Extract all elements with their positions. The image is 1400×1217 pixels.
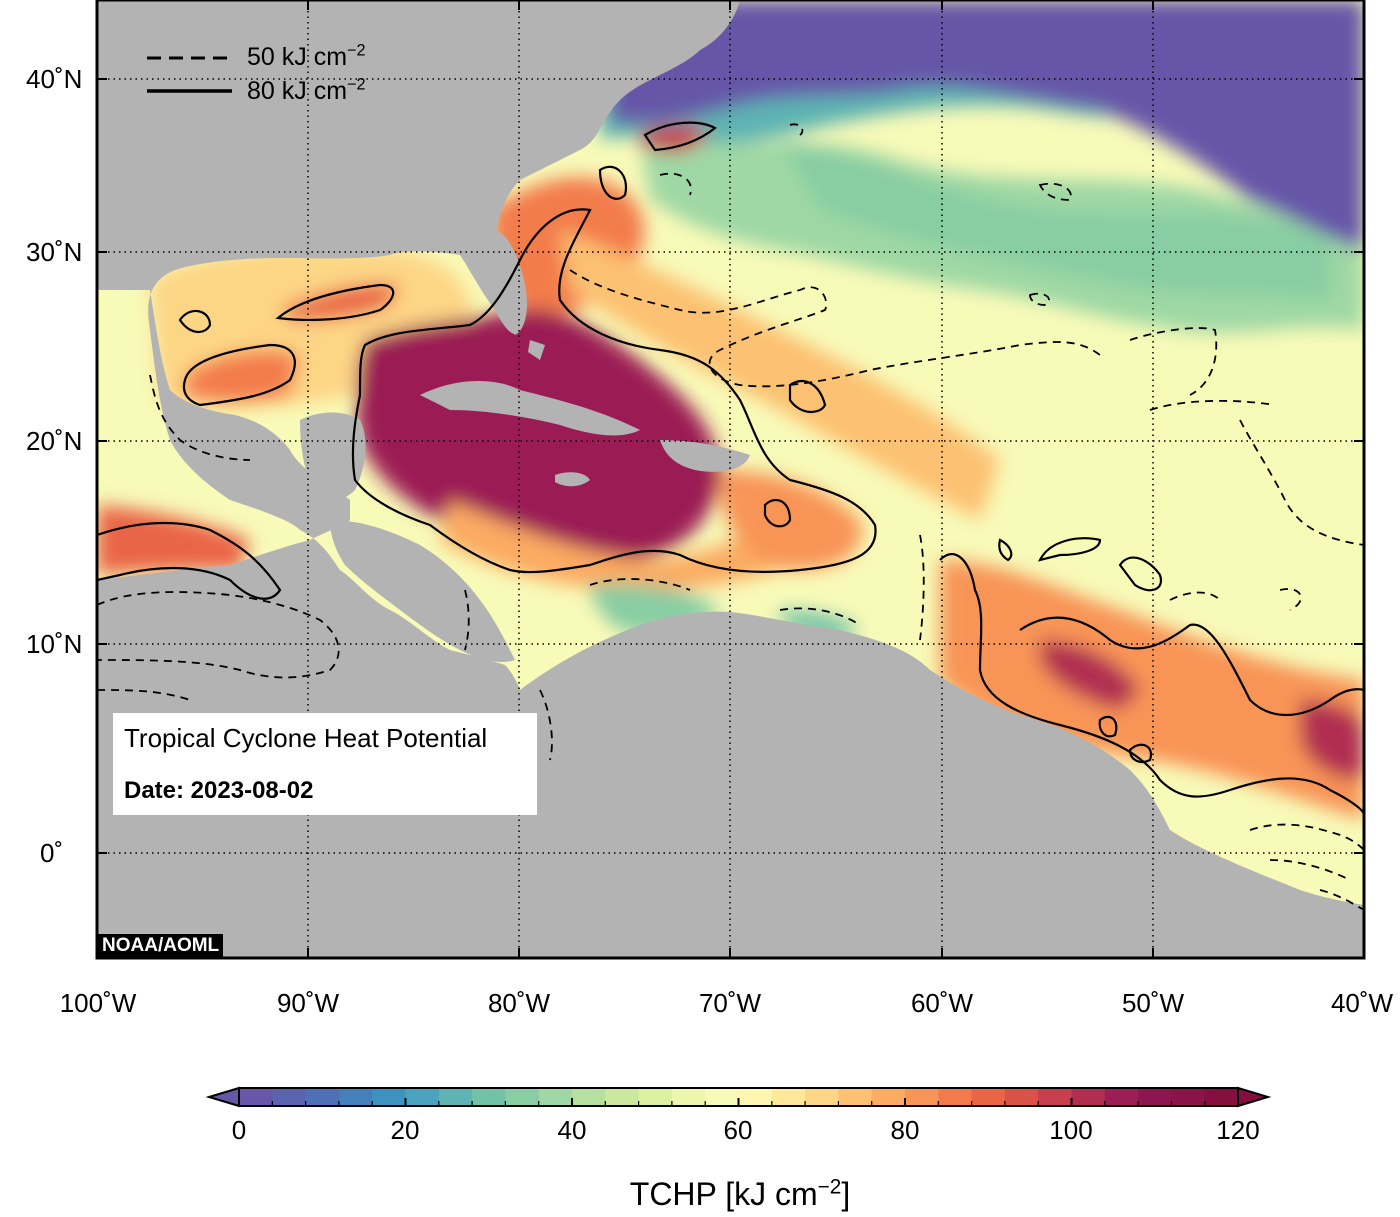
lon-label-90w: 90˚W <box>276 988 340 1018</box>
colorbar-swatch <box>671 1088 706 1106</box>
map-title: Tropical Cyclone Heat Potential <box>124 723 488 753</box>
colorbar-swatch <box>1171 1088 1206 1106</box>
colorbar-tick-100: 100 <box>1049 1115 1093 1145</box>
lon-label-50w: 50˚W <box>1121 988 1185 1018</box>
lon-label-100w: 100˚W <box>59 988 137 1018</box>
colorbar-swatch <box>438 1088 473 1106</box>
colorbar-swatch <box>338 1088 373 1106</box>
colorbar-swatch <box>1204 1088 1239 1106</box>
lat-label-10n: 10˚N <box>26 629 83 659</box>
legend-dashed-label: 50 kJ cm−2 <box>247 41 366 71</box>
colorbar-swatch <box>771 1088 806 1106</box>
lat-label-30n: 30˚N <box>26 237 83 267</box>
credit-badge: NOAA/AOML <box>98 934 224 958</box>
colorbar-swatch <box>938 1088 973 1106</box>
colorbar-tick-20: 20 <box>390 1115 420 1145</box>
colorbar-swatch <box>1038 1088 1073 1106</box>
colorbar-tick-120: 120 <box>1216 1115 1260 1145</box>
lon-label-40w: 40˚W <box>1330 988 1394 1018</box>
lat-label-20n: 20˚N <box>26 426 83 456</box>
colorbar-tick-40: 40 <box>557 1115 587 1145</box>
colorbar <box>205 1086 1272 1108</box>
date-label: Date: 2023-08-02 <box>124 777 314 804</box>
colorbar-swatch <box>239 1088 273 1106</box>
lat-label-40n: 40˚N <box>26 64 83 94</box>
lon-label-60w: 60˚W <box>910 988 974 1018</box>
colorbar-swatch <box>538 1088 573 1106</box>
colorbar-swatch <box>505 1088 540 1106</box>
legend-solid-label: 80 kJ cm−2 <box>247 75 366 105</box>
colorbar-swatch <box>738 1088 773 1106</box>
colorbar-swatch <box>838 1088 873 1106</box>
lon-label-70w: 70˚W <box>698 988 762 1018</box>
colorbar-swatch <box>971 1088 1006 1106</box>
contour-80 <box>97 121 1364 816</box>
info-box: Tropical Cyclone Heat Potential Date: 20… <box>113 713 537 815</box>
colorbar-swatch <box>1138 1088 1172 1106</box>
lon-label-80w: 80˚W <box>487 988 551 1018</box>
colorbar-swatch <box>272 1088 307 1106</box>
colorbar-swatch <box>605 1088 640 1106</box>
axis-ticks <box>97 0 1364 958</box>
colorbar-swatch <box>1004 1088 1039 1106</box>
colorbar-swatch <box>871 1088 906 1106</box>
colorbar-swatch <box>638 1088 673 1106</box>
colorbar-swatch <box>1104 1088 1139 1106</box>
colorbar-swatch <box>472 1088 506 1106</box>
colorbar-swatch <box>372 1088 407 1106</box>
colorbar-swatch <box>572 1088 606 1106</box>
colorbar-swatch <box>805 1088 839 1106</box>
lat-label-0: 0˚ <box>40 838 64 868</box>
colorbar-title: TCHP [kJ cm−2] <box>629 1175 851 1212</box>
colorbar-low-extension <box>205 1086 240 1108</box>
colorbar-swatch <box>405 1088 440 1106</box>
colorbar-tick-80: 80 <box>890 1115 920 1145</box>
colorbar-swatch <box>305 1088 340 1106</box>
colorbar-tick-0: 0 <box>231 1115 247 1145</box>
colorbar-swatch <box>1071 1088 1106 1106</box>
contour-50 <box>97 123 1364 911</box>
colorbar-swatch <box>705 1088 740 1106</box>
colorbar-tick-60: 60 <box>723 1115 753 1145</box>
colorbar-swatch <box>905 1088 939 1106</box>
colorbar-high-extension <box>1237 1086 1272 1108</box>
